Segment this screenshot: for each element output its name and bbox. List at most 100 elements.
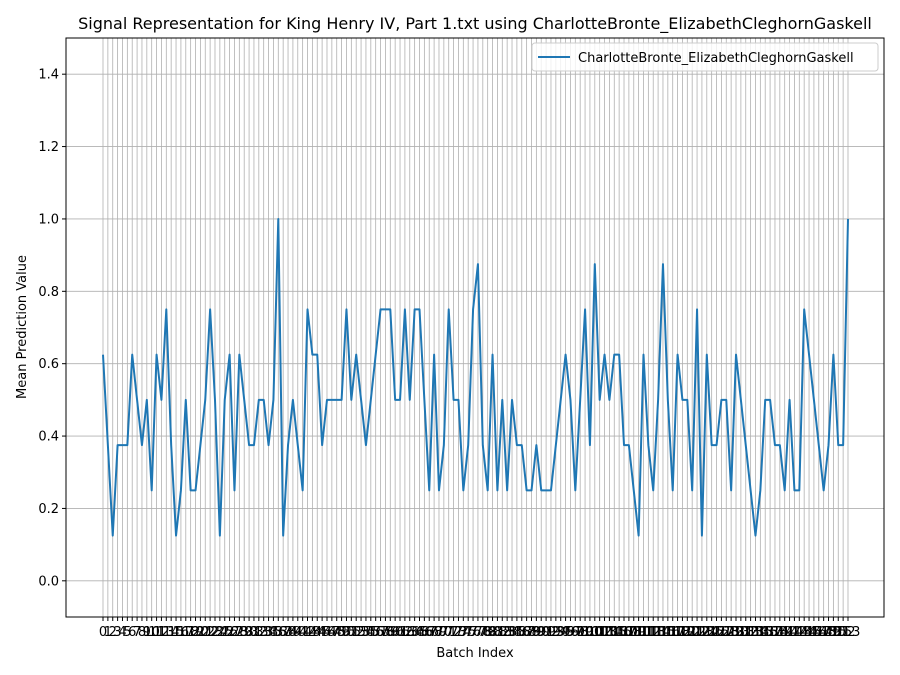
x-tick-label: 143: [787, 625, 812, 640]
x-tick-label: 78: [475, 625, 492, 640]
x-tick-label: 20: [192, 625, 209, 640]
x-tick-label: 125: [699, 625, 724, 640]
x-tick-label: 50: [338, 625, 355, 640]
x-tick-label: 126: [704, 625, 729, 640]
y-tick-label: 0.2: [38, 502, 59, 517]
x-tick-label: 1: [104, 625, 112, 640]
x-tick-label: 148: [811, 625, 836, 640]
x-tick-label: 0: [99, 625, 107, 640]
x-tick-label: 6: [128, 625, 136, 640]
x-tick-label: 44: [309, 625, 326, 640]
x-tick-label: 34: [260, 625, 277, 640]
x-tick-label: 61: [392, 625, 409, 640]
x-tick-label: 43: [304, 625, 321, 640]
x-tick-label: 80: [484, 625, 501, 640]
x-tick-label: 98: [572, 625, 589, 640]
x-tick-label: 127: [709, 625, 734, 640]
x-tick-label: 36: [270, 625, 287, 640]
x-tick-label: 66: [416, 625, 433, 640]
x-tick-label: 51: [343, 625, 360, 640]
chart-title: Signal Representation for King Henry IV,…: [78, 14, 872, 34]
x-tick-label: 93: [548, 625, 565, 640]
x-tick-label: 31: [246, 625, 263, 640]
x-tick-label: 21: [197, 625, 214, 640]
x-tick-label: 75: [460, 625, 477, 640]
x-tick-label: 121: [680, 625, 705, 640]
x-tick-label: 123: [690, 625, 715, 640]
x-tick-label: 91: [538, 625, 555, 640]
x-tick-label: 99: [577, 625, 594, 640]
x-tick-label: 140: [772, 625, 797, 640]
x-tick-label: 117: [660, 625, 685, 640]
x-tick-label: 5: [123, 625, 131, 640]
y-tick-label: 1.4: [38, 68, 59, 83]
x-tick-label: 108: [616, 625, 641, 640]
x-tick-label: 8: [138, 625, 146, 640]
x-tick-label: 144: [792, 625, 817, 640]
y-axis-label: Mean Prediction Value: [15, 255, 30, 399]
x-tick-label: 60: [387, 625, 404, 640]
x-tick-label: 30: [241, 625, 258, 640]
x-tick-label: 102: [587, 625, 612, 640]
x-tick-label: 132: [733, 625, 758, 640]
x-tick-label: 29: [236, 625, 253, 640]
x-tick-label: 19: [187, 625, 204, 640]
x-tick-label: 96: [562, 625, 579, 640]
x-tick-label: 17: [178, 625, 195, 640]
x-tick-label: 13: [158, 625, 175, 640]
x-tick-label: 141: [777, 625, 802, 640]
x-tick-label: 151: [826, 625, 851, 640]
legend: CharlotteBronte_ElizabethCleghornGaskell: [531, 42, 879, 72]
x-tick-label: 73: [450, 625, 467, 640]
x-tick-label: 4: [118, 625, 126, 640]
x-tick-label: 85: [509, 625, 526, 640]
x-tick-label: 23: [207, 625, 224, 640]
x-tick-label: 3: [113, 625, 121, 640]
x-tick-label: 14: [163, 625, 180, 640]
x-tick-label: 9: [143, 625, 151, 640]
x-tick-label: 130: [724, 625, 749, 640]
x-tick-label: 129: [719, 625, 744, 640]
x-tick-label: 84: [504, 625, 521, 640]
x-tick-label: 54: [358, 625, 375, 640]
x-tick-label: 142: [782, 625, 807, 640]
x-tick-label: 118: [665, 625, 690, 640]
x-tick-label: 53: [353, 625, 370, 640]
x-tick-label: 119: [670, 625, 695, 640]
x-tick-label: 89: [528, 625, 545, 640]
x-tick-label: 59: [382, 625, 399, 640]
x-tick-label: 42: [299, 625, 316, 640]
x-tick-label: 90: [533, 625, 550, 640]
x-tick-label: 100: [578, 625, 603, 640]
x-tick-label: 76: [465, 625, 482, 640]
x-tick-label: 134: [743, 625, 768, 640]
x-tick-label: 39: [285, 625, 302, 640]
x-tick-label: 122: [685, 625, 710, 640]
x-tick-label: 106: [607, 625, 632, 640]
x-tick-label: 70: [436, 625, 453, 640]
x-tick-label: 112: [636, 625, 661, 640]
x-tick-label: 35: [265, 625, 282, 640]
x-tick-label: 37: [275, 625, 292, 640]
x-tick-label: 87: [518, 625, 535, 640]
x-tick-label: 79: [479, 625, 496, 640]
x-tick-label: 41: [294, 625, 311, 640]
x-tick-label: 38: [280, 625, 297, 640]
x-tick-label: 101: [582, 625, 607, 640]
x-tick-label: 107: [612, 625, 637, 640]
x-tick-label: 149: [816, 625, 841, 640]
y-tick-label: 1.2: [38, 140, 59, 155]
x-tick-label: 137: [758, 625, 783, 640]
x-tick-label: 83: [499, 625, 516, 640]
y-tick-label: 0.6: [38, 357, 59, 372]
x-tick-label: 22: [202, 625, 219, 640]
x-tick-label: 111: [631, 625, 656, 640]
x-tick-label: 97: [567, 625, 584, 640]
x-tick-label: 33: [255, 625, 272, 640]
x-tick-label: 25: [216, 625, 233, 640]
x-tick-label: 26: [221, 625, 238, 640]
x-tick-label: 62: [397, 625, 414, 640]
x-tick-label: 55: [363, 625, 380, 640]
plot-frame: [65, 37, 885, 618]
x-tick-label: 27: [226, 625, 243, 640]
